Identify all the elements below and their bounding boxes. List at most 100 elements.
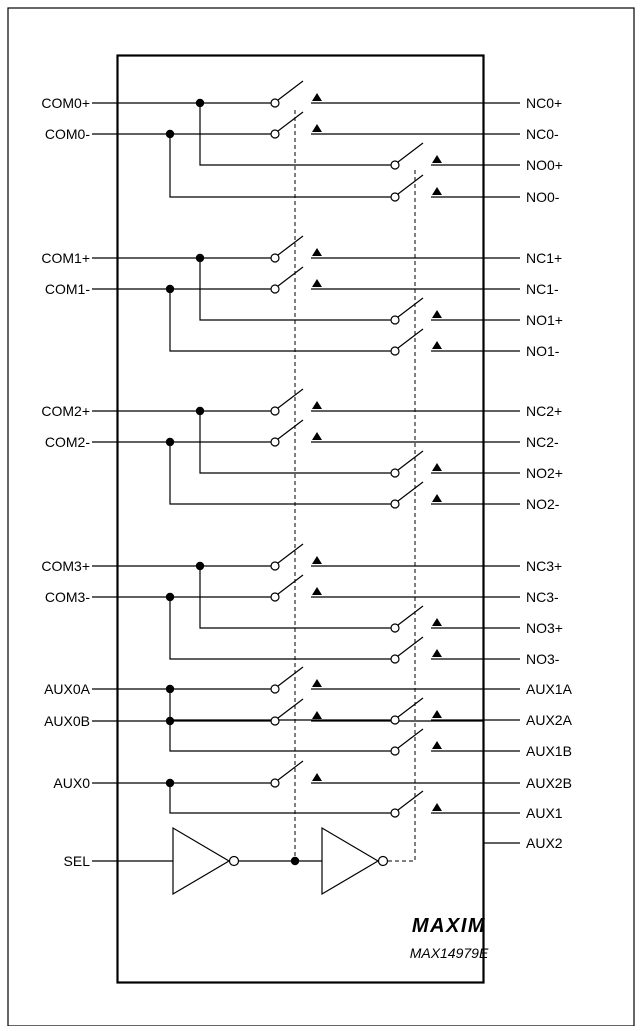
pin-label: COM3+ — [41, 558, 90, 574]
switch-contact — [312, 556, 322, 564]
switch-blade — [397, 450, 424, 471]
junction-dot — [195, 253, 205, 263]
components — [172, 98, 400, 896]
com-minus-branch — [169, 134, 391, 198]
switch-contact — [432, 741, 442, 749]
pin-label: NO0- — [526, 189, 560, 205]
pin-labels: COM0+ COM0- COM1+ COM1- COM2+ COM2- COM3+ COM3-… — [41, 95, 572, 869]
junction-dot — [195, 561, 205, 571]
switch-blade — [397, 142, 424, 163]
switch-terminal — [270, 437, 280, 447]
switch-terminal — [390, 654, 400, 664]
maxim-logo-text: MAXIM — [412, 915, 486, 937]
pin-label: NC3+ — [526, 558, 562, 574]
pin-label: NC3- — [526, 589, 559, 605]
pin-label: AUX2 — [526, 835, 563, 851]
switch-blade — [397, 636, 424, 657]
switch-contact — [432, 187, 442, 195]
com-minus-branch — [169, 289, 391, 352]
switch-terminal — [390, 315, 400, 325]
switch-terminal — [270, 129, 280, 139]
switch-contact — [432, 155, 442, 163]
switch-terminal — [270, 778, 280, 788]
switch-blade — [277, 80, 304, 101]
switch-contact — [432, 463, 442, 471]
aux-branch — [169, 783, 391, 814]
switch-terminal — [390, 192, 400, 202]
switch-contact — [432, 649, 442, 657]
switch-terminal — [390, 808, 400, 818]
switch-blade — [397, 328, 424, 349]
pin-label: NO2+ — [526, 465, 563, 481]
com-plus-branch — [199, 103, 391, 166]
switch-blade — [277, 666, 304, 687]
wires — [92, 80, 520, 862]
control-lines — [294, 110, 416, 862]
junction-dot — [195, 406, 205, 416]
switch-contact — [432, 341, 442, 349]
junction-dot — [165, 716, 175, 726]
switch-blade — [277, 574, 304, 595]
switch-terminal — [270, 98, 280, 108]
pin-label: AUX1 — [526, 805, 563, 821]
pin-label: NO3+ — [526, 620, 563, 636]
pin-label: NC1- — [526, 281, 559, 297]
switch-contact — [312, 432, 322, 440]
switch-blade — [397, 697, 424, 718]
part-number: MAX14979E — [410, 945, 489, 961]
switch-terminal — [270, 253, 280, 263]
junction-dot — [165, 129, 175, 139]
pin-label: NC2- — [526, 434, 559, 450]
switch-terminal — [390, 160, 400, 170]
switch-blade — [277, 698, 304, 719]
junctions — [165, 93, 442, 866]
pin-label: NO0+ — [526, 157, 563, 173]
switch-terminal — [390, 715, 400, 725]
pin-label: AUX2B — [526, 775, 572, 791]
pin-label: NO1+ — [526, 312, 563, 328]
switch-contact — [432, 618, 442, 626]
pin-label: NO3- — [526, 651, 560, 667]
switch-terminal — [270, 592, 280, 602]
junction-dot — [165, 284, 175, 294]
switch-terminal — [390, 468, 400, 478]
pin-label: AUX1A — [526, 681, 573, 697]
junction-dot — [165, 778, 175, 788]
switch-contact — [432, 803, 442, 811]
inverter-2-bubble — [377, 855, 389, 867]
junction-dot — [165, 684, 175, 694]
inverter-1 — [172, 826, 231, 896]
pin-label: AUX0A — [44, 681, 91, 697]
pin-label: NC1+ — [526, 250, 562, 266]
switch-contact — [312, 124, 322, 132]
switch-terminal — [270, 561, 280, 571]
switch-terminal — [270, 284, 280, 294]
pin-label: NO2- — [526, 496, 560, 512]
switch-contact — [312, 248, 322, 256]
junction-dot — [165, 592, 175, 602]
aux-branch — [169, 721, 391, 752]
com-plus-branch — [199, 258, 391, 321]
switch-contact — [312, 679, 322, 687]
switch-blade — [277, 760, 304, 781]
switch-contact — [312, 711, 322, 719]
pin-label: COM2- — [45, 434, 90, 450]
com-plus-branch — [199, 411, 391, 474]
chip-body — [116, 54, 485, 984]
pin-label: NO1- — [526, 343, 560, 359]
switch-blade — [277, 419, 304, 440]
switch-terminal — [390, 623, 400, 633]
switch-contact — [312, 279, 322, 287]
switch-terminal — [270, 406, 280, 416]
switch-contact — [432, 710, 442, 718]
switch-contact — [312, 773, 322, 781]
switch-blade — [277, 111, 304, 132]
switch-blade — [277, 543, 304, 564]
switch-blade — [277, 266, 304, 287]
pin-label: COM3- — [45, 589, 90, 605]
switch-blade — [277, 235, 304, 256]
pin-label: AUX2A — [526, 712, 573, 728]
switch-contact — [312, 401, 322, 409]
pin-label: NC2+ — [526, 403, 562, 419]
